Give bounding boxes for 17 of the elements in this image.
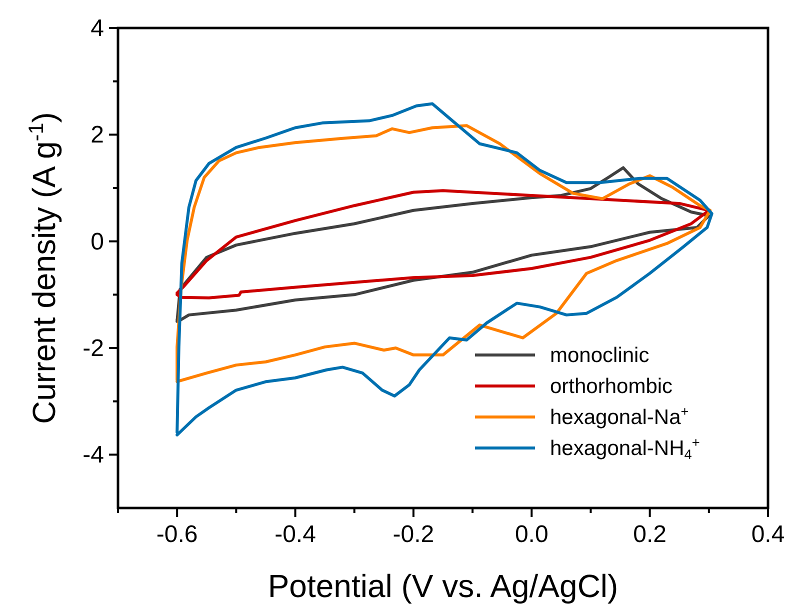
line-series: [176, 189, 710, 300]
x-tick-label: 0.0: [514, 521, 548, 548]
x-tick-label: 0.2: [633, 521, 667, 548]
y-tick-label: 0: [90, 228, 104, 256]
y-tick-label: -2: [82, 335, 104, 362]
x-tick-label: 0.4: [751, 521, 785, 548]
y-tick-label: -4: [82, 442, 104, 469]
legend-label: monoclinic: [550, 344, 650, 367]
legend-label: orthorhombic: [550, 375, 673, 398]
x-axis-title: Potential (V vs. Ag/AgCl): [268, 568, 618, 604]
line-series: [176, 102, 714, 436]
y-tick-label: 2: [90, 122, 104, 149]
x-tick-label: -0.4: [274, 521, 316, 548]
x-tick-label: -0.2: [392, 521, 434, 548]
x-tick-label: -0.6: [156, 521, 198, 548]
legend-label: hexagonal-Na$^{+}$: [550, 404, 689, 429]
y-tick-label: 4: [90, 15, 104, 42]
